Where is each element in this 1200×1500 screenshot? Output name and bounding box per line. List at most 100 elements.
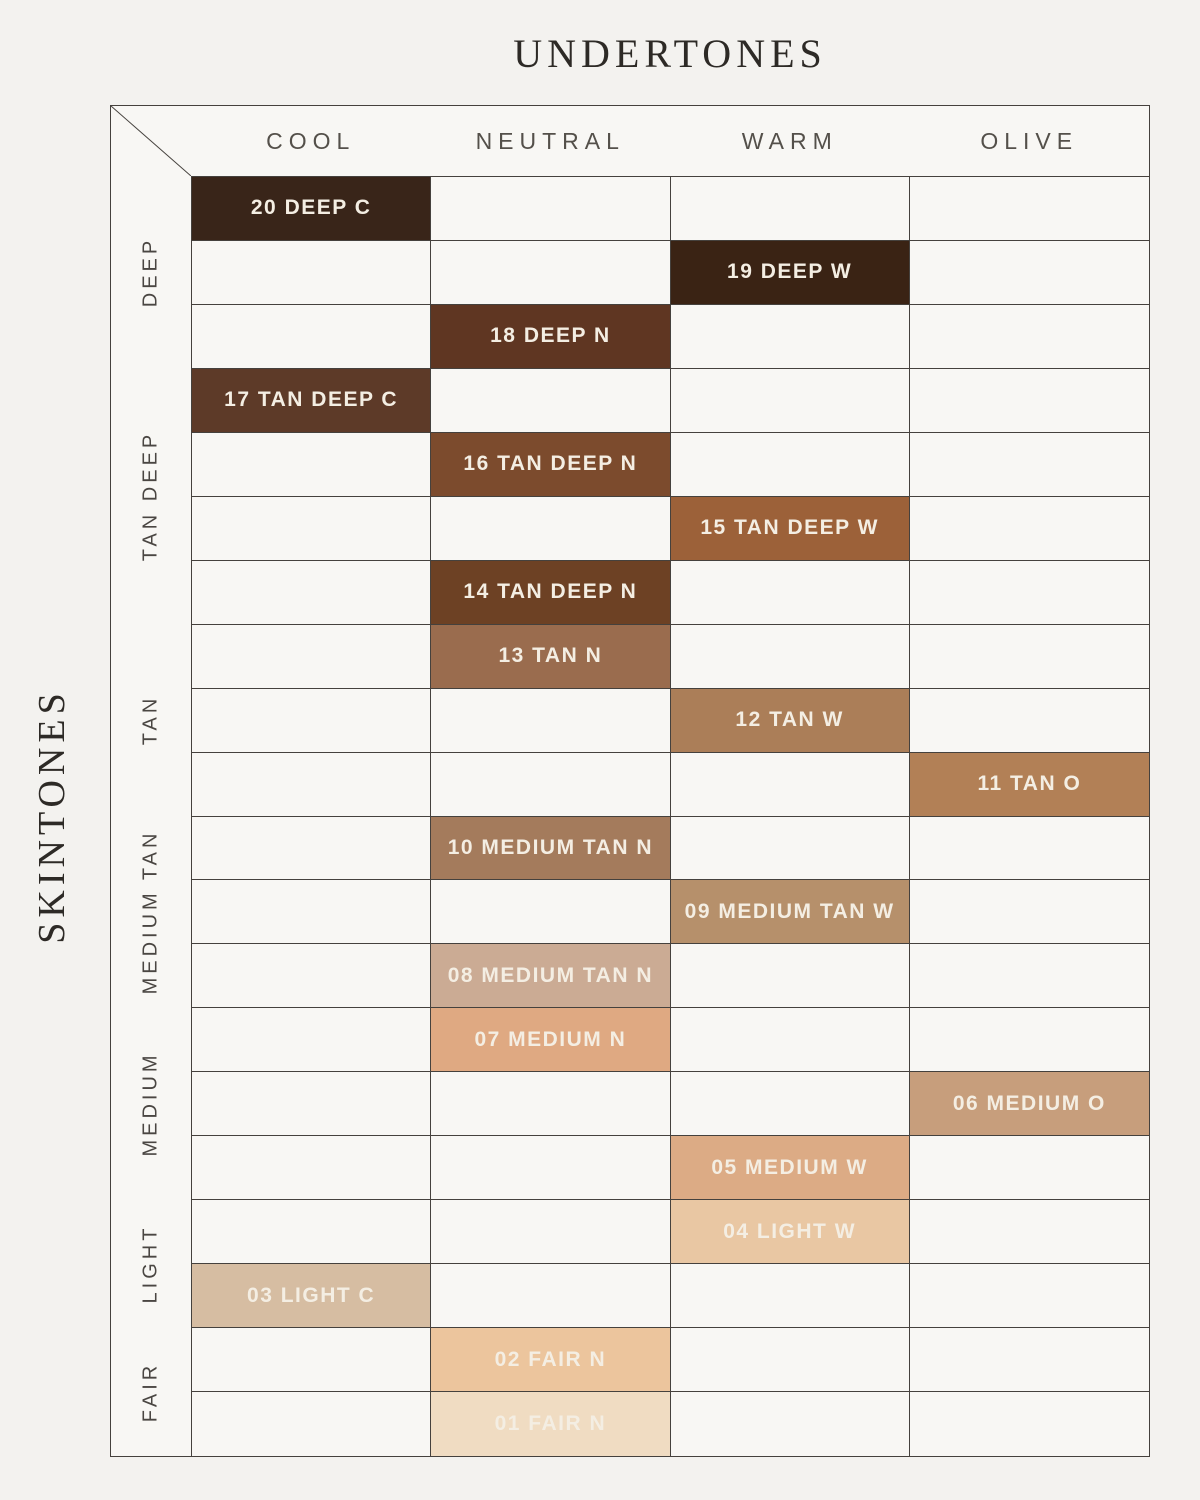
empty-cell bbox=[431, 880, 671, 945]
shade-cell-07-medium-n: 07 MEDIUM N bbox=[431, 1008, 671, 1073]
row-group-labels: DEEP TAN DEEP TAN MEDIUM TAN MEDIUM LIGHT FAIR bbox=[111, 106, 191, 1456]
empty-cell bbox=[910, 1392, 1149, 1456]
empty-cell bbox=[909, 1328, 1149, 1393]
empty-cell bbox=[192, 880, 432, 945]
shade-cell-11-tan-o: 11 TAN O bbox=[909, 752, 1149, 817]
empty-cell bbox=[192, 1072, 432, 1137]
empty-cell bbox=[909, 689, 1149, 753]
shade-cell-18-deep-n: 18 DEEP N bbox=[431, 304, 671, 369]
empty-cell bbox=[670, 368, 910, 433]
empty-cell bbox=[192, 752, 432, 817]
empty-cell bbox=[670, 1264, 910, 1329]
empty-cell bbox=[431, 1072, 671, 1137]
row-group-label-deep: DEEP bbox=[139, 236, 162, 308]
corner-diagonal-line bbox=[111, 106, 191, 176]
shade-cell-20-deep-c: 20 DEEP C bbox=[192, 177, 432, 241]
empty-cell bbox=[670, 304, 910, 369]
empty-cell bbox=[909, 241, 1149, 305]
empty-cell bbox=[192, 688, 432, 753]
corner-cell bbox=[111, 106, 191, 176]
shade-matrix-table: COOL NEUTRAL WARM OLIVE DEEP TAN DEEP TAN MEDI… bbox=[110, 105, 1150, 1457]
shade-grid: 20 DEEP C 19 DEEP W 18 DEEP N 17 TAN DEEP C… bbox=[191, 176, 1149, 1456]
column-header-cool: COOL bbox=[266, 128, 356, 154]
empty-cell bbox=[431, 240, 671, 305]
shade-cell-14-tan-deep-n: 14 TAN DEEP N bbox=[431, 560, 671, 625]
empty-cell bbox=[909, 1200, 1149, 1265]
chart-title: UNDERTONES bbox=[513, 31, 827, 76]
empty-cell bbox=[909, 497, 1149, 561]
column-header-olive: OLIVE bbox=[980, 128, 1079, 154]
empty-cell bbox=[192, 624, 432, 689]
row-group-label-tan: TAN bbox=[139, 694, 162, 746]
empty-cell bbox=[909, 305, 1149, 369]
shade-cell-02-fair-n: 02 FAIR N bbox=[431, 1328, 671, 1393]
shade-cell-16-tan-deep-n: 16 TAN DEEP N bbox=[431, 432, 671, 497]
empty-cell bbox=[909, 817, 1149, 881]
empty-cell bbox=[192, 304, 432, 369]
empty-cell bbox=[192, 1392, 432, 1456]
empty-cell bbox=[670, 1328, 910, 1393]
empty-cell bbox=[431, 688, 671, 753]
empty-cell bbox=[192, 1328, 432, 1393]
empty-cell bbox=[192, 1200, 432, 1265]
empty-cell bbox=[670, 816, 910, 881]
empty-cell bbox=[909, 1264, 1149, 1329]
shade-cell-10-medium-tan-n: 10 MEDIUM TAN N bbox=[431, 816, 671, 881]
empty-cell bbox=[909, 177, 1149, 241]
empty-cell bbox=[431, 368, 671, 433]
empty-cell bbox=[909, 625, 1149, 689]
shade-cell-01-fair-n: 01 FAIR N bbox=[431, 1392, 671, 1456]
empty-cell bbox=[431, 496, 671, 561]
shade-cell-03-light-c: 03 LIGHT C bbox=[192, 1264, 432, 1329]
empty-cell bbox=[192, 1136, 432, 1201]
empty-cell bbox=[192, 240, 432, 305]
empty-cell bbox=[909, 1008, 1149, 1073]
empty-cell bbox=[431, 1264, 671, 1329]
empty-cell bbox=[431, 1200, 671, 1265]
empty-cell bbox=[909, 433, 1149, 497]
row-axis-label: SKINTONES bbox=[31, 688, 73, 944]
column-header-neutral: NEUTRAL bbox=[475, 128, 625, 154]
empty-cell bbox=[670, 432, 910, 497]
empty-cell bbox=[431, 177, 671, 241]
shade-cell-09-medium-tan-w: 09 MEDIUM TAN W bbox=[670, 880, 910, 945]
empty-cell bbox=[909, 561, 1149, 625]
shade-cell-06-medium-o: 06 MEDIUM O bbox=[909, 1072, 1149, 1137]
row-group-label-medium: MEDIUM bbox=[139, 1051, 162, 1157]
empty-cell bbox=[431, 752, 671, 817]
empty-cell bbox=[909, 1136, 1149, 1201]
empty-cell bbox=[192, 816, 432, 881]
empty-cell bbox=[192, 944, 432, 1009]
empty-cell bbox=[909, 369, 1149, 433]
empty-cell bbox=[909, 944, 1149, 1009]
row-group-label-tan-deep: TAN DEEP bbox=[139, 430, 162, 562]
shade-cell-04-light-w: 04 LIGHT W bbox=[670, 1200, 910, 1265]
row-group-label-medium-tan: MEDIUM TAN bbox=[139, 829, 162, 995]
empty-cell bbox=[670, 752, 910, 817]
shade-cell-17-tan-deep-c: 17 TAN DEEP C bbox=[192, 368, 432, 433]
empty-cell bbox=[671, 1392, 910, 1456]
shade-cell-19-deep-w: 19 DEEP W bbox=[670, 240, 910, 305]
empty-cell bbox=[192, 496, 432, 561]
empty-cell bbox=[670, 177, 910, 241]
empty-cell bbox=[670, 1008, 910, 1073]
row-group-label-fair: FAIR bbox=[139, 1361, 162, 1423]
empty-cell bbox=[192, 560, 432, 625]
empty-cell bbox=[670, 624, 910, 689]
shade-cell-05-medium-w: 05 MEDIUM W bbox=[670, 1136, 910, 1201]
shade-cell-08-medium-tan-n: 08 MEDIUM TAN N bbox=[431, 944, 671, 1009]
shade-cell-12-tan-w: 12 TAN W bbox=[670, 688, 910, 753]
empty-cell bbox=[670, 1072, 910, 1137]
shade-cell-15-tan-deep-w: 15 TAN DEEP W bbox=[670, 496, 910, 561]
empty-cell bbox=[670, 944, 910, 1009]
empty-cell bbox=[192, 432, 432, 497]
empty-cell bbox=[670, 560, 910, 625]
empty-cell bbox=[909, 880, 1149, 945]
row-group-label-light: LIGHT bbox=[139, 1224, 162, 1304]
empty-cell bbox=[192, 1008, 432, 1073]
empty-cell bbox=[431, 1136, 671, 1201]
shade-cell-13-tan-n: 13 TAN N bbox=[431, 624, 671, 689]
column-header-warm: WARM bbox=[741, 128, 838, 154]
column-headers: COOL NEUTRAL WARM OLIVE bbox=[191, 106, 1149, 176]
